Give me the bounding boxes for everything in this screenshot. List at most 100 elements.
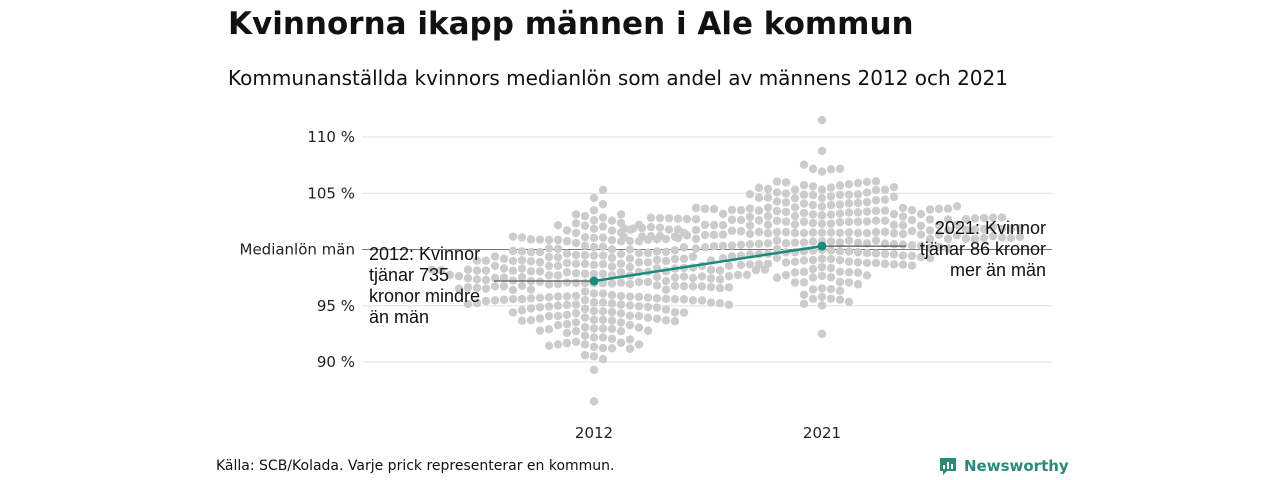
municipality-dot [571,238,581,248]
municipality-dot [988,232,998,241]
municipality-dot [673,225,683,234]
municipality-dot [661,276,671,286]
municipality-dot [943,204,953,213]
municipality-dot [517,294,527,304]
municipality-dot [607,262,617,271]
municipality-dot [871,196,881,205]
municipality-dot [970,234,980,244]
municipality-dot [745,240,755,249]
municipality-dot [508,308,518,317]
municipality-dot [598,315,608,324]
municipality-dot [727,226,737,235]
municipality-dot [763,203,773,212]
municipality-dot [670,246,680,255]
annotation-2021-line: 2021: Kvinnor [935,218,1046,238]
municipality-dot [427,265,437,274]
municipality-dot [862,239,872,248]
municipality-dot [835,181,845,190]
municipality-dot [526,304,536,313]
municipality-dot [526,294,536,303]
municipality-dot [772,197,782,206]
municipality-dot [742,270,752,280]
municipality-dot [706,282,716,292]
municipality-dot [772,227,782,237]
municipality-dot [844,278,854,287]
municipality-dot [997,233,1007,242]
municipality-dot [817,301,827,310]
municipality-dot [961,234,971,243]
municipality-dot [745,229,755,239]
municipality-dot [661,305,671,314]
municipality-dot [826,228,836,237]
municipality-dot [490,296,500,305]
annotation-2021-line: tjänar 86 kronor [920,239,1046,259]
highlight-series [589,241,827,286]
municipality-dot [781,239,791,248]
municipality-dot [706,274,716,283]
municipality-dot [589,251,599,260]
municipality-dot [454,271,464,281]
municipality-dot [691,244,701,253]
municipality-dot [535,257,545,267]
municipality-dot [481,275,491,285]
municipality-dot [625,279,635,289]
municipality-dot [589,365,599,375]
municipality-dot [598,343,608,353]
municipality-dot [871,185,881,195]
municipality-dot [925,226,935,235]
newsworthy-logo-icon [940,458,956,475]
municipality-dot [619,232,629,242]
municipality-dot [835,200,845,209]
municipality-dot [589,306,599,316]
municipality-dot [898,229,908,239]
municipality-dot [472,275,482,284]
municipality-dot [853,258,863,267]
municipality-dot [799,160,809,169]
municipality-dot [562,237,572,246]
municipality-dot [535,314,545,323]
municipality-dot [652,281,662,290]
municipality-dot [790,238,800,247]
municipality-dot [589,206,599,215]
municipality-dot [598,324,608,333]
municipality-dot [799,299,809,308]
municipality-dot [799,217,809,227]
annotation-2012-line: än män [369,307,429,327]
municipality-dot [1006,224,1016,233]
municipality-dot [508,285,518,295]
municipality-dot [715,275,725,284]
municipality-dot [889,182,899,192]
municipality-dot [835,255,845,265]
municipality-dot [535,303,545,312]
municipality-dot [907,261,917,270]
municipality-dot [853,280,863,289]
municipality-dot [652,303,662,312]
municipality-dot [835,217,845,227]
municipality-dot [763,239,773,248]
municipality-dot [664,214,674,223]
municipality-dot [535,235,545,244]
municipality-dots [427,115,1025,406]
municipality-dot [799,199,809,208]
municipality-dot [826,246,836,255]
municipality-dot [661,285,671,294]
municipality-dot [655,223,665,232]
municipality-dot [691,225,701,235]
municipality-dot [679,295,689,304]
municipality-dot [736,227,746,236]
municipality-dot [835,295,845,304]
municipality-dot [499,282,509,291]
municipality-dot [880,195,890,204]
municipality-dot [790,278,800,287]
municipality-dot [553,253,563,262]
municipality-dot [934,204,944,214]
municipality-dot [553,311,563,321]
municipality-dot [670,317,680,326]
municipality-dot [652,272,662,282]
municipality-dot [607,324,617,334]
x-tick-labels: 2012 2021 [575,424,841,442]
municipality-dot [661,256,671,266]
municipality-dot [808,164,818,174]
brand-logo: Newsworthy [938,456,1069,476]
municipality-dot [616,291,626,301]
